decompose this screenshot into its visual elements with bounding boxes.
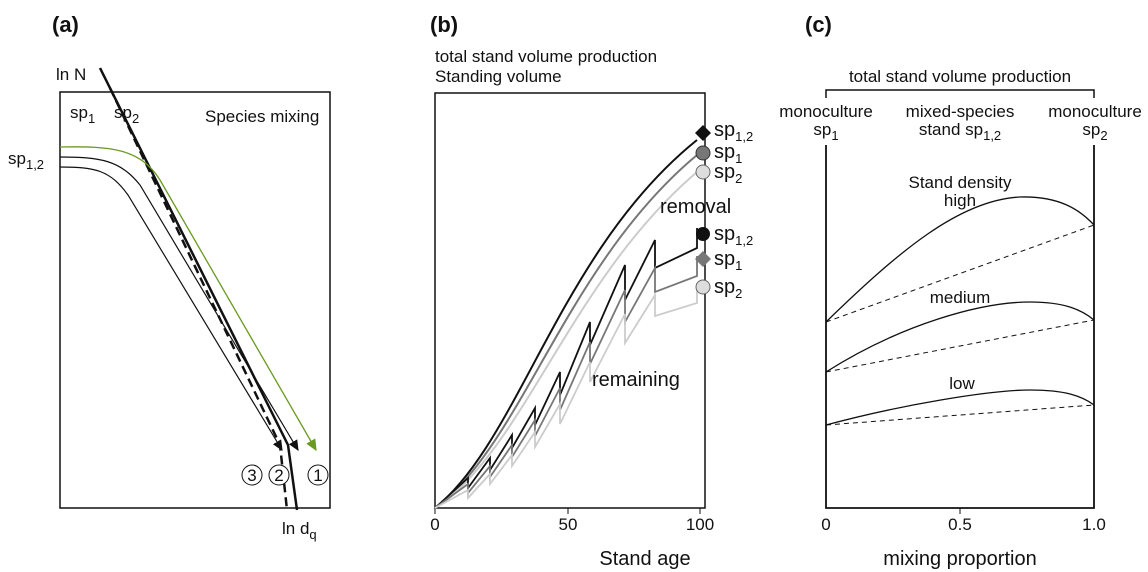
- marker-label: 3: [247, 466, 256, 485]
- markers: 3 2 1: [241, 464, 329, 486]
- symbol: [695, 125, 711, 141]
- bracket: [825, 89, 1095, 98]
- legend-label: sp1,2: [714, 119, 753, 144]
- symbol: [696, 227, 710, 241]
- symbol: [695, 145, 711, 161]
- x-tick-label: 0.5: [948, 515, 972, 534]
- column-label: monoculture: [779, 102, 873, 121]
- x-axis-label: mixing proportion: [883, 548, 1036, 570]
- legend-label: sp2: [714, 161, 742, 186]
- x-axis-label: ln dq: [282, 519, 317, 542]
- trajectory: [59, 166, 283, 452]
- symbol: [695, 251, 711, 267]
- density-level: low: [949, 374, 975, 393]
- curve: [434, 171, 698, 509]
- density-title: Stand density: [908, 173, 1012, 192]
- column-label: sp2: [1082, 120, 1107, 143]
- line-label: sp1,2: [8, 149, 44, 172]
- density-level: medium: [930, 288, 990, 307]
- marker-label: 1: [313, 466, 322, 485]
- legend-label: sp1,2: [714, 223, 753, 248]
- curve: [825, 301, 1095, 373]
- sawtooth: [434, 228, 698, 509]
- sawtooth: [434, 256, 698, 509]
- title: Standing volume: [435, 67, 562, 86]
- panel-c: (c) total stand volume production monocu…: [779, 12, 1142, 570]
- removal-label: removal: [660, 196, 731, 218]
- reference-line: [825, 224, 1095, 323]
- curve: [825, 389, 1095, 426]
- panel-label: (b): [430, 12, 458, 37]
- shape: [307, 464, 329, 486]
- panel-label: (a): [52, 12, 79, 37]
- column-label: mixed-species: [906, 102, 1015, 121]
- x-tick-label: 1.0: [1082, 515, 1106, 534]
- symbol: [695, 164, 711, 180]
- title: total stand volume production: [849, 67, 1071, 86]
- symbol: [695, 279, 711, 295]
- x-tick-label: 0: [821, 515, 830, 534]
- panel-b: (b) total stand volume production Standi…: [430, 12, 753, 570]
- reference-line: [825, 319, 1095, 373]
- title: total stand volume production: [435, 47, 657, 66]
- column-label: monoculture: [1048, 102, 1142, 121]
- panel-a: (a) ln N ln dq Species mixing sp1 sp2 sp…: [8, 12, 331, 542]
- legend-label: sp2: [714, 276, 742, 301]
- legend-label: sp1: [714, 141, 742, 166]
- frame: [434, 92, 706, 509]
- x-tick-label: 50: [559, 515, 578, 534]
- remaining-label: remaining: [592, 369, 680, 391]
- shape: [241, 464, 263, 486]
- curve: [434, 139, 698, 509]
- marker-label: 2: [274, 466, 283, 485]
- curve: [434, 154, 698, 509]
- sawtooth: [434, 283, 698, 509]
- line-label: sp1: [70, 103, 95, 126]
- curve: [825, 196, 1095, 323]
- x-tick-label: 100: [686, 515, 714, 534]
- x-tick-label: 0: [430, 515, 439, 534]
- trajectory: [59, 156, 299, 452]
- boundary-line: [98, 67, 299, 511]
- legend-label: sp1: [714, 248, 742, 273]
- title: Species mixing: [205, 107, 319, 126]
- y-axis-label: ln N: [56, 65, 86, 84]
- trajectory: [59, 146, 317, 452]
- density-level: high: [944, 191, 976, 210]
- panel-label: (c): [805, 12, 832, 37]
- x-axis-label: Stand age: [599, 548, 690, 570]
- boundary-line: [108, 87, 289, 511]
- column-label: sp1: [813, 120, 838, 143]
- frame: [59, 91, 331, 509]
- column-label: stand sp1,2: [919, 120, 1001, 143]
- shape: [268, 464, 290, 486]
